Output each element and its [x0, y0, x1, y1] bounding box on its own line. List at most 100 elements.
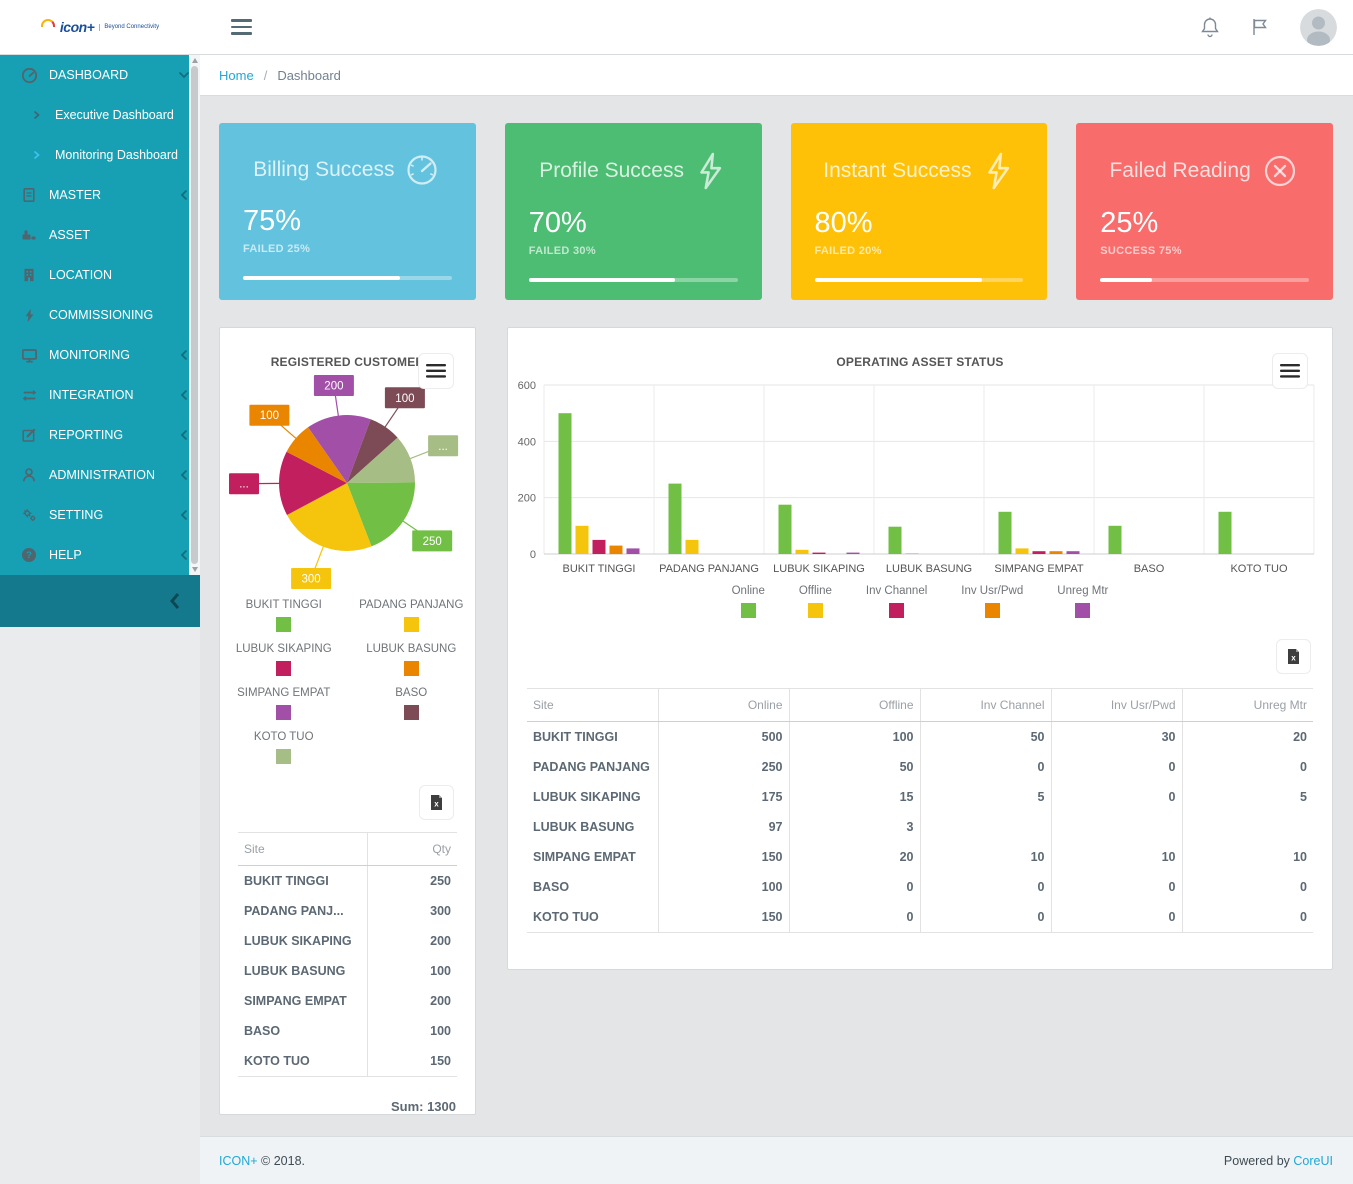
- bar-bukit-tinggi-inv-usr-pwd[interactable]: [609, 545, 623, 555]
- export-file-icon: x: [1288, 649, 1299, 664]
- card-value: 25%: [1100, 207, 1159, 239]
- pie-slice-simpang-empat[interactable]: [308, 415, 371, 483]
- legend-item-online[interactable]: Online: [732, 585, 765, 618]
- bar-lubuk-sikaping-online[interactable]: [778, 504, 792, 554]
- card-subtext: SUCCESS 75%: [1100, 245, 1182, 257]
- sidebar-item-setting[interactable]: SETTING: [0, 495, 200, 535]
- legend-item-unreg-mtr[interactable]: Unreg Mtr: [1057, 585, 1108, 618]
- bar-lubuk-basung-offline[interactable]: [905, 553, 919, 554]
- pie-slice-baso[interactable]: [347, 419, 398, 483]
- pie-data-label: [412, 530, 453, 552]
- sidebar-item-asset[interactable]: ASSET: [0, 215, 200, 255]
- operating-asset-bar-chart[interactable]: 0 200 400 600 BUKIT TINGGI PADANG PANJANG LUBU…: [508, 371, 1326, 577]
- legend-item-bukit-tinggi[interactable]: BUKIT TINGGI: [220, 599, 348, 632]
- bar-simpang-empat-inv-channel[interactable]: [1032, 551, 1046, 554]
- stat-cards-row: Billing Success 75% FAILED 25% Profile Succ…: [219, 123, 1333, 300]
- bar-bukit-tinggi-inv-channel[interactable]: [592, 539, 606, 554]
- svg-text:100: 100: [395, 393, 414, 405]
- chevron-down-icon: [178, 71, 190, 79]
- footer-brand-link[interactable]: ICON+: [219, 1153, 258, 1168]
- legend-label: BASO: [395, 687, 428, 699]
- pie-slice-koto-tuo[interactable]: [347, 437, 415, 483]
- sidebar-item-location[interactable]: LOCATION: [0, 255, 200, 295]
- chevron-left-icon: [180, 189, 188, 201]
- bar-bukit-tinggi-offline[interactable]: [575, 525, 589, 554]
- svg-text:...: ...: [239, 479, 249, 491]
- scroll-up-arrow-icon[interactable]: [191, 58, 198, 63]
- sidebar-item-integration[interactable]: INTEGRATION: [0, 375, 200, 415]
- registered-customer-pie-chart[interactable]: 200 100... 250 300... 100: [220, 373, 475, 591]
- cell-value: 10: [1293, 850, 1307, 864]
- legend-item-simpang-empat[interactable]: SIMPANG EMPAT: [220, 687, 348, 720]
- scroll-down-arrow-icon[interactable]: [191, 567, 198, 572]
- cell-value: 100: [430, 964, 451, 978]
- sidebar-item-master[interactable]: MASTER: [0, 175, 200, 215]
- chart-menu-button[interactable]: [1272, 353, 1308, 389]
- sidebar-scrollbar[interactable]: [189, 55, 200, 575]
- sidebar-toggle-button[interactable]: [225, 9, 258, 44]
- sidebar-item-executive-dashboard[interactable]: Executive Dashboard: [0, 95, 200, 135]
- pie-slice-bukit-tinggi[interactable]: [347, 482, 416, 547]
- legend-item-inv-usr-pwd[interactable]: Inv Usr/Pwd: [961, 585, 1023, 618]
- bar-lubuk-sikaping-inv-channel[interactable]: [812, 552, 826, 554]
- card-progress-bar: [814, 278, 1024, 282]
- cell-value: 0: [789, 902, 921, 933]
- cell-value: 20: [789, 842, 921, 872]
- export-button[interactable]: x: [1276, 639, 1311, 674]
- legend-item-koto-tuo[interactable]: KOTO TUO: [220, 731, 348, 764]
- sidebar-item-dashboard[interactable]: DASHBOARD: [0, 55, 200, 95]
- user-avatar[interactable]: [1300, 8, 1337, 46]
- stat-card-instant-success: Instant Success 80% FAILED 20%: [790, 123, 1048, 300]
- x-axis-label: BASO: [1134, 563, 1165, 575]
- sidebar-item-monitoring-dashboard[interactable]: Monitoring Dashboard: [0, 135, 200, 175]
- legend-item-baso[interactable]: BASO: [348, 687, 476, 720]
- bar-koto-tuo-online[interactable]: [1218, 511, 1232, 555]
- bell-icon[interactable]: [1200, 16, 1220, 38]
- legend-item-lubuk-basung[interactable]: LUBUK BASUNG: [348, 643, 476, 676]
- bar-padang-panjang-offline[interactable]: [685, 539, 699, 554]
- scrollbar-thumb[interactable]: [191, 66, 198, 564]
- cell-value: 0: [1051, 872, 1183, 902]
- chart-menu-button[interactable]: [418, 353, 454, 389]
- bar-simpang-empat-online[interactable]: [998, 511, 1012, 555]
- footer-coreui-link[interactable]: CoreUI: [1293, 1153, 1333, 1168]
- card-subtext: FAILED 30%: [528, 245, 596, 257]
- bar-simpang-empat-unreg-mtr[interactable]: [1066, 551, 1080, 554]
- registered-customer-panel: REGISTERED CUSTOMER 200 100... 250 300... 10…: [219, 327, 476, 1115]
- sidebar-item-monitoring[interactable]: MONITORING: [0, 335, 200, 375]
- pie-slice-padang-panjang[interactable]: [287, 483, 372, 551]
- pie-slice-lubuk-basung[interactable]: [286, 427, 347, 483]
- bar-simpang-empat-offline[interactable]: [1015, 548, 1029, 554]
- flag-icon[interactable]: [1250, 17, 1270, 37]
- card-subtext: FAILED 20%: [814, 245, 882, 257]
- sidebar-item-commissioning[interactable]: COMMISSIONING: [0, 295, 200, 335]
- legend-item-offline[interactable]: Offline: [799, 585, 832, 618]
- bar-bukit-tinggi-unreg-mtr[interactable]: [626, 548, 640, 554]
- bar-padang-panjang-online[interactable]: [668, 483, 682, 554]
- card-value: 80%: [814, 207, 873, 239]
- sidebar-minimizer-button[interactable]: [0, 575, 200, 627]
- legend-item-inv-channel[interactable]: Inv Channel: [866, 585, 927, 618]
- x-circle-icon: [1260, 151, 1300, 191]
- bar-lubuk-basung-online[interactable]: [888, 526, 902, 554]
- app-logo[interactable]: icon+ Beyond Connectivity: [0, 19, 200, 35]
- sidebar-item-label: DASHBOARD: [49, 68, 129, 82]
- sidebar-item-administration[interactable]: ADMINISTRATION: [0, 455, 200, 495]
- bar-simpang-empat-inv-usr-pwd[interactable]: [1049, 551, 1063, 554]
- hamburger-icon: [231, 19, 252, 22]
- pie-slice-lubuk-sikaping[interactable]: [279, 451, 347, 515]
- legend-item-lubuk-sikaping[interactable]: LUBUK SIKAPING: [220, 643, 348, 676]
- breadcrumb-home-link[interactable]: Home: [219, 67, 254, 83]
- sidebar-item-reporting[interactable]: REPORTING: [0, 415, 200, 455]
- bar-lubuk-sikaping-offline[interactable]: [795, 549, 809, 554]
- bar-baso-online[interactable]: [1108, 525, 1122, 554]
- cell-value: 150: [367, 1046, 457, 1077]
- export-button[interactable]: x: [419, 785, 454, 820]
- legend-item-padang-panjang[interactable]: PADANG PANJANG: [348, 599, 476, 632]
- breadcrumb-current: Dashboard: [277, 67, 341, 83]
- sidebar-item-help[interactable]: ? HELP: [0, 535, 200, 575]
- bar-bukit-tinggi-online[interactable]: [558, 413, 572, 554]
- cell-value: [1182, 812, 1313, 842]
- user-icon: [20, 466, 38, 484]
- bar-lubuk-sikaping-unreg-mtr[interactable]: [846, 552, 860, 554]
